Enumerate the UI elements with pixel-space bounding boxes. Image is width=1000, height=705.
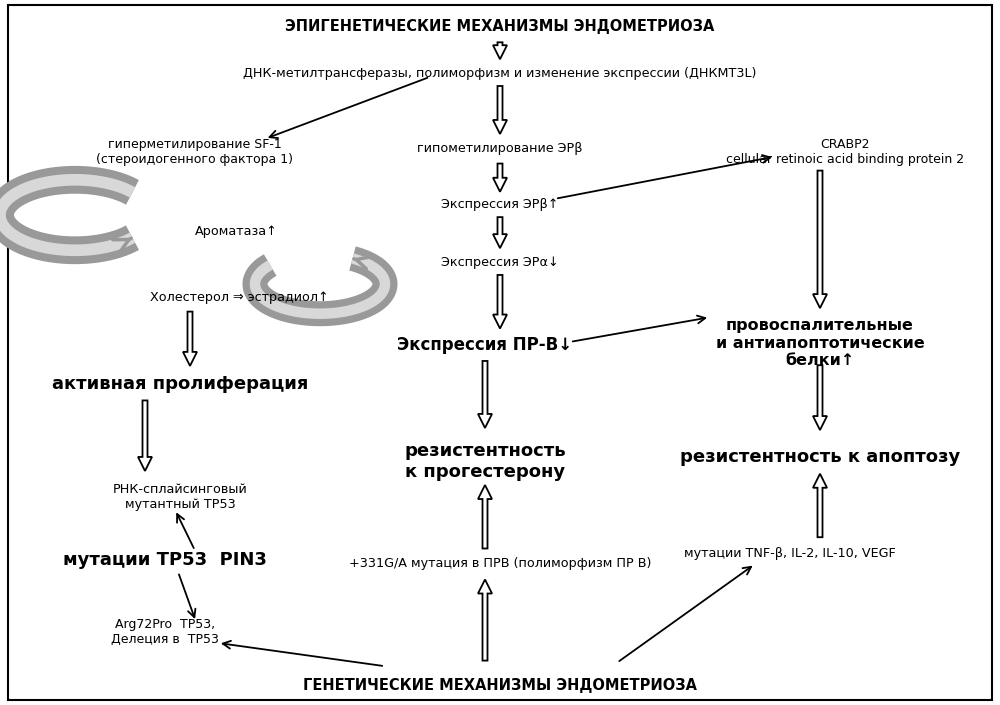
Text: активная пролиферация: активная пролиферация <box>52 374 308 393</box>
FancyArrow shape <box>493 217 507 248</box>
FancyArrow shape <box>478 485 492 548</box>
Text: ГЕНЕТИЧЕСКИЕ МЕХАНИЗМЫ ЭНДОМЕТРИОЗА: ГЕНЕТИЧЕСКИЕ МЕХАНИЗМЫ ЭНДОМЕТРИОЗА <box>303 678 697 693</box>
FancyArrow shape <box>493 164 507 192</box>
Text: ЭПИГЕНЕТИЧЕСКИЕ МЕХАНИЗМЫ ЭНДОМЕТРИОЗА: ЭПИГЕНЕТИЧЕСКИЕ МЕХАНИЗМЫ ЭНДОМЕТРИОЗА <box>285 19 715 35</box>
Text: Ароматаза↑: Ароматаза↑ <box>195 225 278 238</box>
FancyArrow shape <box>478 361 492 428</box>
FancyArrow shape <box>183 312 197 366</box>
Text: Arg72Pro  ТР53,
Делеция в  ТР53: Arg72Pro ТР53, Делеция в ТР53 <box>111 618 219 646</box>
FancyArrow shape <box>813 365 827 430</box>
Text: +331G/A мутация в ПРВ (полиморфизм ПР В): +331G/A мутация в ПРВ (полиморфизм ПР В) <box>349 558 651 570</box>
Text: гиперметилирование SF-1
(стероидогенного фактора 1): гиперметилирование SF-1 (стероидогенного… <box>96 137 294 166</box>
Text: резистентность
к прогестерону: резистентность к прогестерону <box>404 442 566 482</box>
FancyArrow shape <box>138 400 152 471</box>
Text: Экспрессия ЭРα↓: Экспрессия ЭРα↓ <box>441 256 559 269</box>
Text: провоспалительные
и антиапоптотические
белки↑: провоспалительные и антиапоптотические б… <box>716 319 924 368</box>
Text: Экспрессия ЭРβ↑: Экспрессия ЭРβ↑ <box>441 198 559 211</box>
Text: Холестерол ⇒ эстрадиол↑: Холестерол ⇒ эстрадиол↑ <box>150 291 329 304</box>
FancyArrow shape <box>493 275 507 329</box>
FancyArrow shape <box>813 474 827 537</box>
Text: CRABP2
cellular retinoic acid binding protein 2: CRABP2 cellular retinoic acid binding pr… <box>726 138 964 166</box>
FancyArrow shape <box>493 42 507 59</box>
Text: гипометилирование ЭРβ: гипометилирование ЭРβ <box>417 142 583 154</box>
Text: РНК-сплайсинговый
мутантный ТР53: РНК-сплайсинговый мутантный ТР53 <box>113 483 247 511</box>
Text: резистентность к апоптозу: резистентность к апоптозу <box>680 448 960 466</box>
FancyArrow shape <box>493 86 507 134</box>
Text: ДНК-метилтрансферазы, полиморфизм и изменение экспрессии (ДНКМТ3L): ДНК-метилтрансферазы, полиморфизм и изме… <box>243 67 757 80</box>
Text: мутации TNF-β, IL-2, IL-10, VEGF: мутации TNF-β, IL-2, IL-10, VEGF <box>684 547 896 560</box>
FancyArrow shape <box>478 580 492 661</box>
Text: мутации ТР53  PIN3: мутации ТР53 PIN3 <box>63 551 267 570</box>
FancyArrow shape <box>813 171 827 308</box>
Text: Экспрессия ПР-В↓: Экспрессия ПР-В↓ <box>397 336 573 355</box>
